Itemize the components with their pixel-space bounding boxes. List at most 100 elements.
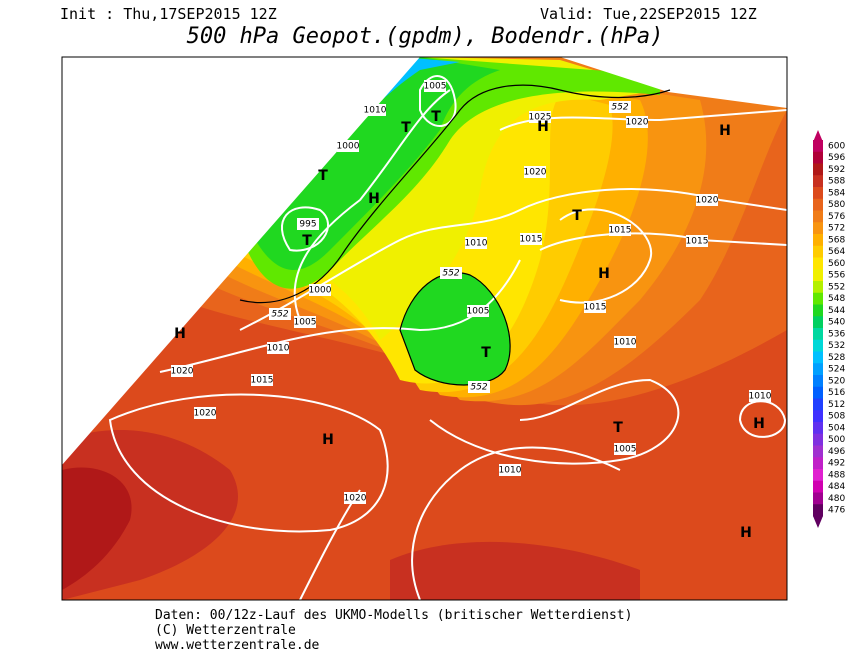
isobar-label-bg	[584, 301, 606, 313]
colorbar-cell	[813, 410, 823, 423]
colorbar-cell	[813, 140, 823, 153]
colorbar-cell	[813, 457, 823, 470]
colorbar-label: 508	[828, 412, 845, 422]
colorbar-cell	[813, 163, 823, 176]
colorbar-arrow-bottom	[813, 516, 823, 528]
isobar-label: 552	[271, 310, 288, 320]
isobar-label-bg	[294, 316, 316, 328]
colorbar-label: 564	[828, 247, 845, 257]
colorbar-cell	[813, 292, 823, 305]
pressure-center: H	[174, 326, 186, 342]
pressure-center: H	[368, 191, 380, 207]
colorbar-label: 584	[828, 188, 845, 198]
isobar-label-bg	[499, 464, 521, 476]
isobar-label: 1010	[749, 392, 772, 402]
colorbar-cell	[813, 198, 823, 211]
field-544	[250, 57, 500, 270]
isobar-label: 1010	[364, 106, 387, 116]
colorbar-label: 520	[828, 376, 845, 386]
isobar-label-bg	[686, 235, 708, 247]
colorbar-cell	[813, 386, 823, 399]
colorbar-label: 536	[828, 329, 845, 339]
colorbar-label: 588	[828, 177, 845, 187]
colorbar-cell	[813, 269, 823, 282]
pressure-center: T	[613, 420, 623, 436]
colorbar-cell	[813, 422, 823, 435]
isobar-label-bg	[614, 443, 636, 455]
isobar-label: 1015	[520, 235, 543, 245]
colorbar-cell	[813, 492, 823, 505]
field-544b	[400, 272, 511, 385]
map-frame	[61, 56, 788, 601]
isobar-label-bg	[626, 116, 648, 128]
field-588b	[390, 541, 640, 600]
colorbar-label: 496	[828, 447, 845, 457]
colorbar-label: 544	[828, 306, 845, 316]
colorbar-label: 548	[828, 294, 845, 304]
isobar-label: 1020	[696, 196, 719, 206]
colorbar-label: 492	[828, 459, 845, 469]
isobar-label-bg	[614, 336, 636, 348]
pressure-center: H	[537, 119, 549, 135]
colorbar-label: 576	[828, 212, 845, 222]
colorbar-label: 488	[828, 470, 845, 480]
colorbar-label: 592	[828, 165, 845, 175]
isobar-label: 1010	[499, 466, 522, 476]
colorbar-cell	[813, 234, 823, 247]
colorbar-label: 572	[828, 224, 845, 234]
isobar-label-bg	[440, 267, 462, 279]
colorbar-label: 480	[828, 494, 845, 504]
pressure-center: T	[318, 168, 328, 184]
geopotential-552	[239, 84, 671, 386]
isobar-label: 1005	[294, 318, 317, 328]
isobar-label-bg	[171, 365, 193, 377]
isobar-label: 1020	[524, 168, 547, 178]
map-field	[62, 57, 787, 600]
isobar-label: 1015	[609, 226, 632, 236]
isobar-label-bg	[696, 194, 718, 206]
colorbar-cell	[813, 281, 823, 294]
outside-domain-west	[62, 57, 420, 465]
isobar-label-bg	[364, 104, 386, 116]
isobar-label-bg	[267, 342, 289, 354]
isobar-label-bg	[465, 237, 487, 249]
isobar-label-bg	[309, 284, 331, 296]
colorbar-cell	[813, 151, 823, 164]
isobar-label-bg	[467, 305, 489, 317]
isobar-label: 1015	[584, 303, 607, 313]
pressure-center: T	[431, 109, 441, 125]
colorbar-cell	[813, 433, 823, 446]
colorbar-label: 600	[828, 141, 845, 151]
colorbar-cell	[813, 222, 823, 235]
isobars	[108, 75, 787, 600]
colorbar-label: 524	[828, 365, 845, 375]
colorbar-cell	[813, 245, 823, 258]
colorbar-label: 516	[828, 388, 845, 398]
colorbar-label: 580	[828, 200, 845, 210]
isobar-label-bg	[520, 233, 542, 245]
isobar-label: 1010	[267, 344, 290, 354]
isobar-label: 1000	[309, 286, 332, 296]
colorbar-cell	[813, 375, 823, 388]
pressure-center: H	[740, 525, 752, 541]
colorbar-cell	[813, 480, 823, 493]
colorbar-cell	[813, 257, 823, 270]
isobar-label-bg	[468, 381, 490, 393]
colorbar-cell	[813, 316, 823, 329]
pressure-center: H	[719, 123, 731, 139]
isobar-label-bg	[609, 101, 631, 113]
isobar-label: 1020	[626, 118, 649, 128]
colorbar-cell	[813, 469, 823, 482]
colorbar-cell	[813, 304, 823, 317]
colorbar-cell	[813, 339, 823, 352]
isobar-label-bg	[344, 492, 366, 504]
isobar-label: 1010	[614, 338, 637, 348]
footer-line: Daten: 00/12z-Lauf des UKMO-Modells (bri…	[155, 608, 632, 623]
isobar-label: 1015	[686, 237, 709, 247]
colorbar-cell	[813, 504, 823, 517]
isobar-label: 1005	[467, 307, 490, 317]
colorbar-cell	[813, 328, 823, 341]
isobar-label-bg	[251, 374, 273, 386]
